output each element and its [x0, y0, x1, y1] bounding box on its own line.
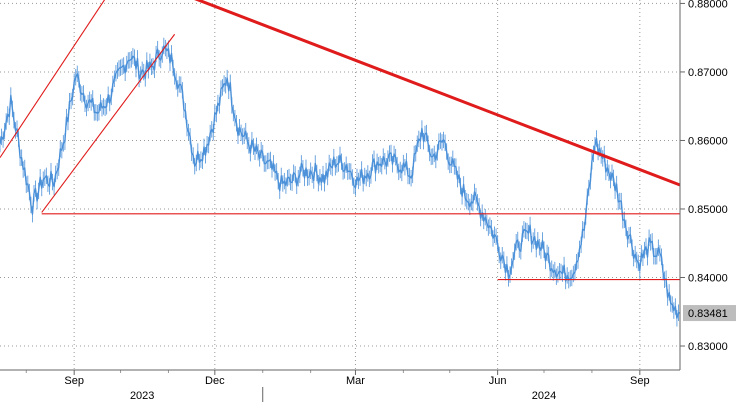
x-tick-label: Dec	[205, 375, 225, 387]
channel-line	[41, 33, 176, 213]
resistance-trendline	[194, 0, 681, 187]
series-line	[0, 37, 681, 327]
y-tick-label: 0.86000	[688, 135, 728, 147]
y-tick-label: 0.88000	[688, 0, 728, 10]
channel-line	[0, 0, 106, 158]
y-tick-label: 0.85000	[688, 204, 728, 216]
axes	[0, 0, 685, 402]
y-tick-label: 0.84000	[688, 273, 728, 285]
annotations	[0, 0, 681, 281]
x-tick-label: Sep	[64, 375, 84, 387]
x-tick-label: Jun	[489, 375, 507, 387]
y-tick-label: 0.83000	[688, 341, 728, 353]
x-tick-label: Sep	[630, 375, 650, 387]
tick-labels: 0.88000 0.87000 0.86000 0.85000 0.84000 0.830…	[64, 0, 727, 402]
x-year-label: 2024	[532, 390, 556, 402]
x-tick-label: Mar	[346, 375, 365, 387]
y-tick-label: 0.87000	[688, 67, 728, 79]
last-value-box	[683, 305, 736, 322]
last-value-label: 0.83481	[683, 305, 736, 322]
x-year-label: 2023	[130, 390, 154, 402]
grid-lines	[0, 0, 680, 370]
last-value-text: 0.83481	[688, 308, 728, 320]
